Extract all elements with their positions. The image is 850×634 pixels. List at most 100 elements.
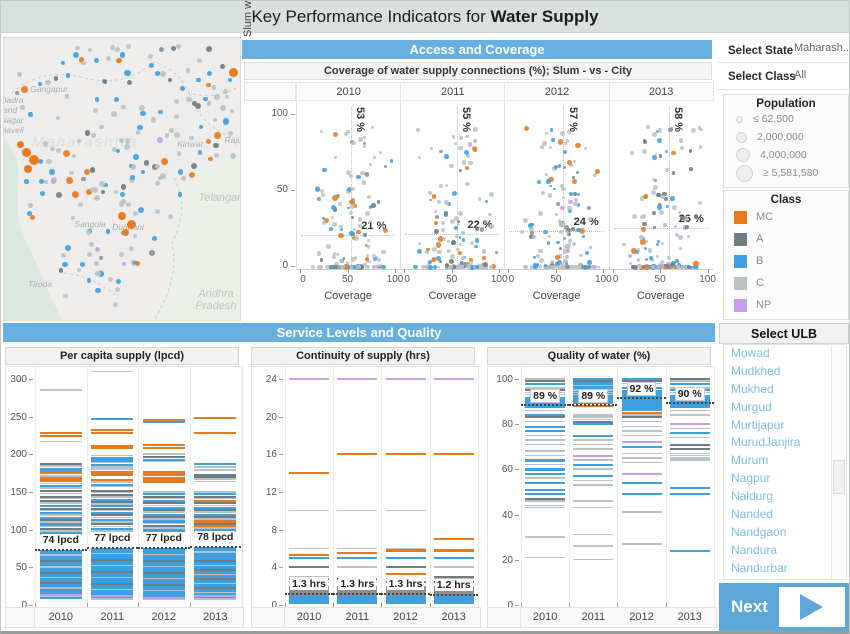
map-city-dot[interactable] bbox=[212, 142, 219, 149]
mark-line[interactable] bbox=[91, 491, 134, 494]
data-point[interactable] bbox=[373, 155, 377, 159]
map-city-dot[interactable] bbox=[110, 45, 115, 50]
map-city-dot[interactable] bbox=[168, 213, 173, 219]
map-city-dot[interactable] bbox=[98, 270, 105, 277]
map-city-dot[interactable] bbox=[164, 133, 170, 139]
data-point[interactable] bbox=[667, 255, 672, 260]
select-state-dropdown[interactable]: Maharash.. bbox=[794, 42, 850, 54]
data-point[interactable] bbox=[563, 166, 567, 170]
mark-line[interactable] bbox=[39, 530, 82, 532]
mark-line[interactable] bbox=[573, 418, 614, 421]
ulb-list-item[interactable]: Mukhed bbox=[731, 381, 774, 396]
mark-line[interactable] bbox=[525, 425, 566, 428]
mark-line[interactable] bbox=[621, 482, 662, 485]
data-point[interactable] bbox=[593, 173, 598, 178]
map-city-dot[interactable] bbox=[129, 177, 135, 183]
map-city-dot[interactable] bbox=[126, 79, 133, 86]
data-point[interactable] bbox=[459, 168, 463, 172]
map-city-dot[interactable] bbox=[143, 160, 150, 166]
mark-line[interactable] bbox=[621, 511, 662, 513]
data-point[interactable] bbox=[693, 264, 698, 270]
map-city-dot[interactable] bbox=[230, 153, 236, 160]
data-point[interactable] bbox=[519, 230, 525, 235]
map-city-dot[interactable] bbox=[77, 202, 83, 208]
data-point[interactable] bbox=[693, 260, 700, 267]
map-city-dot[interactable] bbox=[132, 233, 138, 239]
mark-line[interactable] bbox=[39, 463, 82, 466]
mark-line[interactable] bbox=[194, 504, 237, 507]
data-point[interactable] bbox=[633, 264, 639, 270]
data-point[interactable] bbox=[366, 245, 371, 249]
mark-line[interactable] bbox=[142, 473, 185, 476]
class-legend-item[interactable]: NP bbox=[724, 294, 848, 316]
data-point[interactable] bbox=[338, 232, 344, 239]
data-point[interactable] bbox=[587, 260, 592, 265]
data-point[interactable] bbox=[441, 228, 445, 232]
map-city-dot[interactable] bbox=[150, 117, 157, 123]
data-point[interactable] bbox=[655, 192, 661, 198]
data-point[interactable] bbox=[458, 242, 463, 246]
data-point[interactable] bbox=[669, 263, 674, 267]
map-city-dot[interactable] bbox=[111, 147, 117, 153]
data-point[interactable] bbox=[545, 172, 549, 176]
data-point[interactable] bbox=[538, 248, 543, 253]
mark-line[interactable] bbox=[289, 472, 330, 475]
mark-line[interactable] bbox=[525, 506, 566, 509]
data-point[interactable] bbox=[565, 227, 571, 233]
mark-line[interactable] bbox=[39, 582, 82, 585]
mark-line[interactable] bbox=[289, 556, 330, 560]
data-point[interactable] bbox=[659, 210, 664, 216]
data-point[interactable] bbox=[369, 163, 373, 167]
data-point[interactable] bbox=[631, 248, 638, 254]
map-city-dot[interactable] bbox=[60, 252, 66, 258]
mark-line[interactable] bbox=[194, 493, 237, 496]
mark-line[interactable] bbox=[525, 409, 566, 412]
mark-band[interactable] bbox=[433, 595, 474, 605]
data-point[interactable] bbox=[530, 230, 535, 235]
mark-line[interactable] bbox=[91, 509, 134, 512]
data-point[interactable] bbox=[358, 264, 364, 270]
mark-line[interactable] bbox=[39, 475, 82, 477]
data-point[interactable] bbox=[335, 253, 339, 256]
data-point[interactable] bbox=[556, 240, 561, 245]
data-point[interactable] bbox=[651, 190, 657, 196]
map-city-dot[interactable] bbox=[37, 82, 42, 87]
data-point[interactable] bbox=[628, 261, 633, 266]
map-city-dot[interactable] bbox=[118, 137, 125, 144]
data-point[interactable] bbox=[465, 264, 472, 270]
data-point[interactable] bbox=[641, 226, 647, 232]
data-point[interactable] bbox=[674, 224, 678, 229]
data-point[interactable] bbox=[566, 243, 572, 248]
data-point[interactable] bbox=[316, 264, 322, 270]
data-point[interactable] bbox=[550, 263, 554, 267]
data-point[interactable] bbox=[669, 126, 674, 131]
data-point[interactable] bbox=[559, 184, 564, 189]
mark-line[interactable] bbox=[194, 511, 237, 513]
mark-line[interactable] bbox=[91, 494, 134, 496]
mark-line[interactable] bbox=[621, 543, 662, 545]
mark-line[interactable] bbox=[385, 572, 426, 576]
data-point[interactable] bbox=[456, 248, 460, 252]
mark-line[interactable] bbox=[525, 536, 566, 538]
mark-line[interactable] bbox=[669, 436, 710, 439]
mark-line[interactable] bbox=[39, 432, 82, 435]
mark-line[interactable] bbox=[91, 507, 134, 510]
mark-line[interactable] bbox=[142, 571, 185, 574]
mark-line[interactable] bbox=[433, 549, 474, 552]
data-point[interactable] bbox=[679, 246, 683, 250]
data-point[interactable] bbox=[332, 252, 337, 256]
mark-line[interactable] bbox=[91, 503, 134, 505]
map-city-dot[interactable] bbox=[154, 180, 161, 187]
data-point[interactable] bbox=[362, 144, 367, 149]
mark-line[interactable] bbox=[142, 420, 185, 424]
data-point[interactable] bbox=[557, 265, 561, 269]
mark-line[interactable] bbox=[91, 514, 134, 517]
data-point[interactable] bbox=[479, 264, 485, 270]
map-city-dot[interactable] bbox=[129, 174, 135, 180]
data-point[interactable] bbox=[627, 254, 633, 259]
data-point[interactable] bbox=[380, 224, 385, 229]
mark-line[interactable] bbox=[621, 452, 662, 455]
data-point[interactable] bbox=[459, 260, 464, 265]
data-point[interactable] bbox=[458, 146, 463, 151]
data-point[interactable] bbox=[540, 145, 544, 149]
